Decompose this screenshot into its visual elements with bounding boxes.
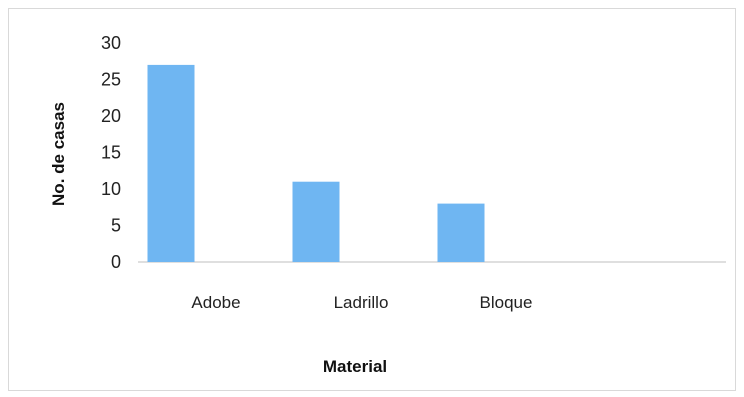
y-tick-label: 25 [101, 70, 121, 90]
x-tick-label: Bloque [480, 293, 533, 312]
y-tick-label: 10 [101, 179, 121, 199]
y-tick-label: 30 [101, 33, 121, 53]
x-axis-categories: Adobe Ladrillo Bloque [191, 293, 532, 312]
y-tick-label: 5 [111, 216, 121, 236]
chart-frame [8, 8, 736, 391]
bar [292, 181, 340, 262]
bar [437, 203, 485, 262]
x-tick-label: Ladrillo [334, 293, 389, 312]
y-axis-title: No. de casas [49, 102, 68, 206]
y-tick-label: 20 [101, 106, 121, 126]
x-tick-label: Adobe [191, 293, 240, 312]
y-tick-label: 15 [101, 143, 121, 163]
y-axis-ticks: 0 5 10 15 20 25 30 [101, 33, 121, 272]
bar [147, 64, 195, 263]
x-axis-title: Material [323, 357, 387, 376]
bars-group [147, 64, 485, 263]
y-tick-label: 0 [111, 252, 121, 272]
